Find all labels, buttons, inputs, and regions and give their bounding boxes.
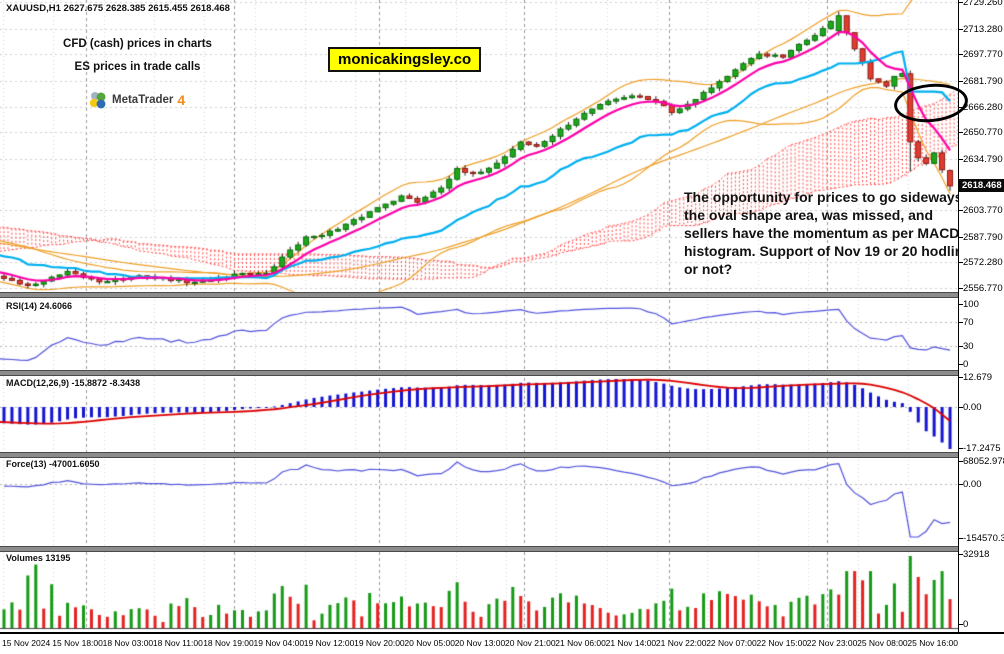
price-axis-label: 2681.790	[963, 76, 1003, 87]
price-axis: 2729.260 2713.280 2697.770 2681.790 2666.280…	[958, 0, 1004, 632]
panel-separator[interactable]	[0, 370, 958, 376]
rsi-axis-label: 30	[963, 341, 974, 352]
time-axis-label: 22 Nov 07:00	[706, 638, 757, 648]
brand-name: MetaTrader	[112, 94, 174, 106]
macd-panel-label: MACD(12,26,9) -15.8872 -8.3438	[6, 378, 141, 388]
axis-tick	[959, 210, 963, 211]
rsi-axis-label: 0	[963, 359, 969, 370]
price-axis-label: 2697.770	[963, 49, 1003, 60]
price-axis-label: 2713.280	[963, 24, 1003, 35]
price-axis-label: 2603.770	[963, 205, 1003, 216]
time-axis-label: 21 Nov 06:00	[555, 638, 606, 648]
axis-tick	[959, 346, 963, 347]
annotation-text: The opportunity for prices to go sideway…	[684, 189, 979, 277]
time-axis-label: 19 Nov 20:00	[354, 638, 405, 648]
axis-tick	[959, 81, 963, 82]
time-axis-label: 15 Nov 2024	[2, 638, 51, 648]
symbol-ohlc-title: XAUUSD,H1 2627.675 2628.385 2615.455 261…	[6, 3, 230, 14]
time-axis-label: 21 Nov 22:00	[655, 638, 707, 648]
axis-tick	[959, 624, 963, 625]
macd-axis-label: 0.00	[963, 402, 982, 413]
force-axis-label: 0.00	[963, 479, 982, 490]
axis-tick	[959, 54, 963, 55]
time-axis-label: 20 Nov 05:00	[404, 638, 455, 648]
axis-tick	[959, 288, 963, 289]
force-panel-label: Force(13) -47001.6050	[6, 459, 100, 469]
price-axis-label: 2729.260	[963, 0, 1003, 8]
axis-tick	[959, 107, 963, 108]
axis-tick	[959, 461, 963, 462]
axis-tick	[959, 237, 963, 238]
rsi-axis-label: 100	[963, 299, 979, 310]
time-axis-label: 18 Nov 11:00	[152, 638, 203, 648]
rsi-axis-label: 70	[963, 317, 974, 328]
current-price-tag: 2618.468	[959, 179, 1004, 192]
time-axis-label: 22 Nov 23:00	[806, 638, 858, 648]
axis-tick	[959, 2, 963, 3]
axis-tick	[959, 554, 963, 555]
time-axis-label: 19 Nov 12:00	[303, 638, 355, 648]
watermark-badge: monicakingsley.co	[328, 47, 482, 72]
time-axis-label: 25 Nov 16:00	[907, 638, 958, 648]
axis-tick	[959, 538, 963, 539]
axis-tick	[959, 484, 963, 485]
note-es-prices: ES prices in trade calls	[74, 61, 201, 73]
axis-tick	[959, 159, 963, 160]
force-axis-label: -154570.39	[963, 533, 1004, 544]
macd-axis-label: -17.2475	[963, 443, 1001, 454]
time-axis-label: 18 Nov 19:00	[203, 638, 254, 648]
panel-separator[interactable]	[0, 546, 958, 552]
axis-tick	[959, 304, 963, 305]
price-axis-label: 2587.790	[963, 232, 1003, 243]
time-axis-label: 15 Nov 18:00	[52, 638, 103, 648]
brand-number: 4	[177, 92, 186, 108]
price-axis-label: 2572.280	[963, 257, 1003, 268]
axis-tick	[959, 29, 963, 30]
axis-tick	[959, 407, 963, 408]
axis-tick	[959, 132, 963, 133]
volume-axis-label: 0	[963, 619, 969, 630]
axis-tick	[959, 262, 963, 263]
time-axis: 15 Nov 2024 15 Nov 18:00 18 Nov 03:00 18 No…	[0, 632, 1004, 654]
time-axis-label: 20 Nov 21:00	[505, 638, 556, 648]
time-axis-label: 21 Nov 14:00	[605, 638, 657, 648]
rsi-panel-label: RSI(14) 24.6066	[6, 301, 73, 311]
force-axis-label: 68052.9782	[963, 456, 1004, 467]
time-axis-label: 18 Nov 03:00	[102, 638, 154, 648]
panel-separator[interactable]	[0, 452, 958, 458]
price-axis-label: 2556.770	[963, 283, 1003, 294]
time-axis-label: 25 Nov 08:00	[857, 638, 908, 648]
metatrader-logo: MetaTrader 4	[88, 90, 185, 110]
metatrader-logo-icon	[89, 92, 106, 109]
time-axis-label: 22 Nov 15:00	[756, 638, 808, 648]
macd-axis-label: 12.679	[963, 372, 993, 383]
axis-tick	[959, 322, 963, 323]
price-axis-label: 2666.280	[963, 102, 1003, 113]
price-axis-label: 2634.790	[963, 154, 1003, 165]
chart-canvas[interactable]	[0, 0, 958, 632]
volumes-panel-label: Volumes 13195	[6, 553, 71, 563]
axis-tick	[959, 364, 963, 365]
axis-tick	[959, 377, 963, 378]
time-axis-label: 20 Nov 13:00	[454, 638, 506, 648]
volume-axis-label: 32918	[963, 549, 990, 560]
panel-separator[interactable]	[0, 292, 958, 298]
price-axis-label: 2650.770	[963, 127, 1003, 138]
axis-tick	[959, 448, 963, 449]
time-axis-label: 19 Nov 04:00	[253, 638, 305, 648]
note-cfd-prices: CFD (cash) prices in charts	[63, 38, 212, 50]
